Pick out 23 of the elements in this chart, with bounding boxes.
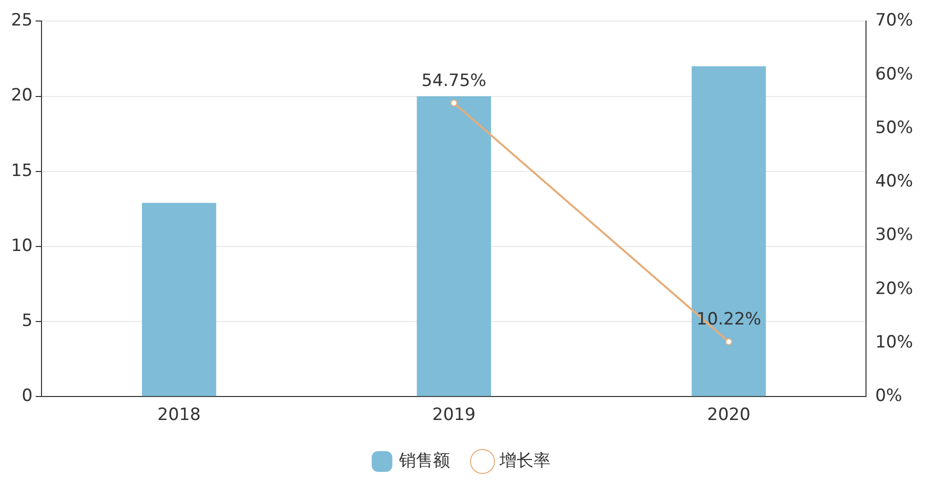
bar [692,66,766,396]
y-tick-label: 10 [10,236,33,256]
y-tick-label: 5 [22,310,33,331]
y2-tick-label: 70% [875,10,914,31]
bar [416,96,492,396]
data-label: 54.75% [422,70,486,91]
y2-tick-label: 10% [875,332,914,352]
y-tick-label: 20 [10,86,33,106]
y2-tick-label: 60% [875,64,914,84]
bar [142,202,216,396]
y2-tick-label: 30% [875,225,914,246]
y-tick-label: 25 [10,10,33,31]
y2-tick-label: 20% [875,278,914,299]
y2-tick-label: 40% [875,172,914,192]
y2-tick-label: 0% [875,386,902,406]
x-tick-label: 2020 [707,405,750,426]
x-tick-label: 2019 [432,405,476,426]
y-tick-label: 15 [10,160,33,181]
y2-tick-label: 50% [875,118,914,138]
y-tick-label: 0 [22,386,33,406]
x-tick-label: 2018 [157,405,201,426]
legend-label: 销售额 [398,450,450,471]
legend-label: 增长率 [498,450,550,471]
